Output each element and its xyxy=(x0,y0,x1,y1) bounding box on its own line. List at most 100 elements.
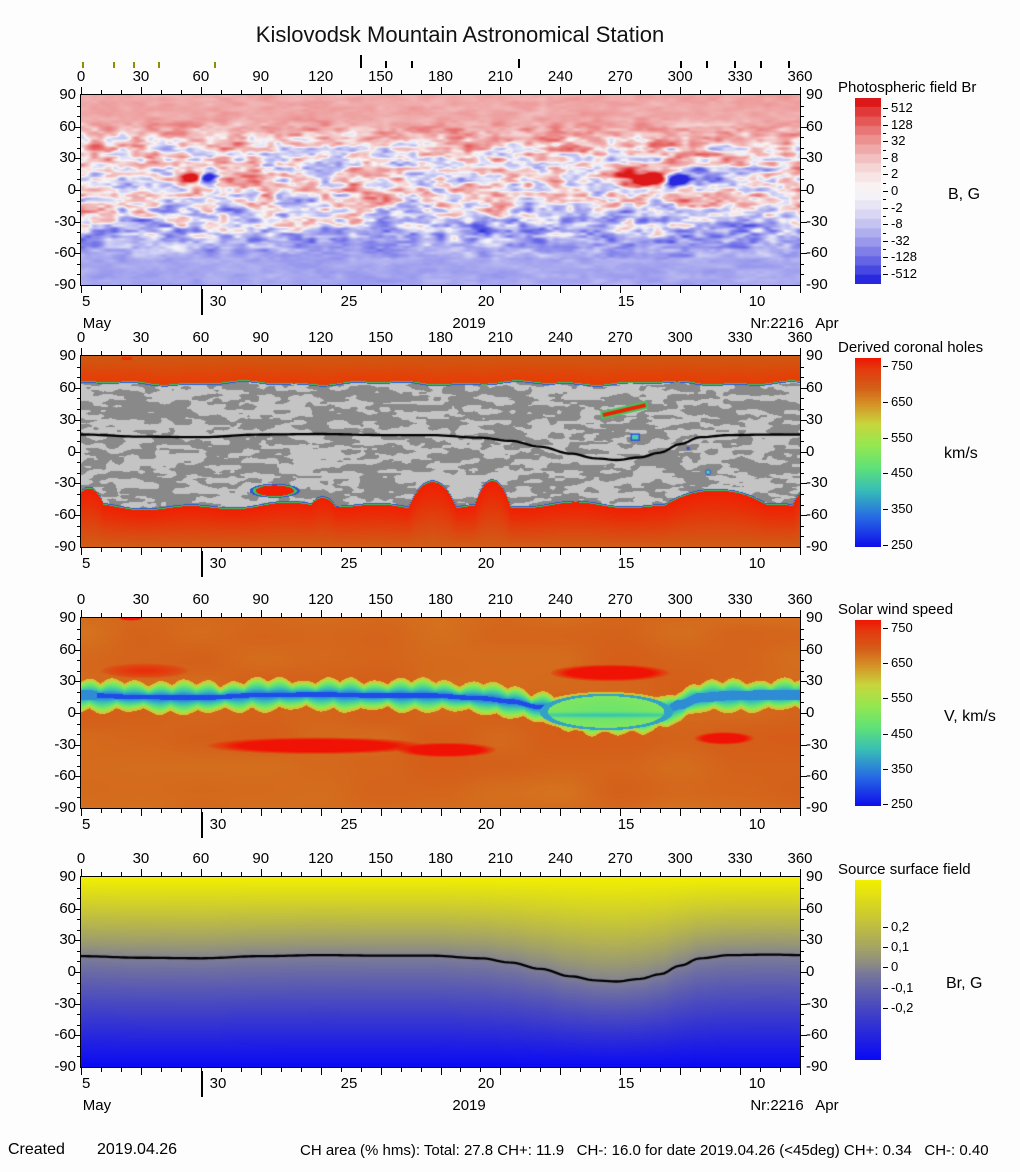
lon-tick xyxy=(201,348,202,355)
lat-tick xyxy=(77,536,80,537)
lat-tick xyxy=(801,983,804,984)
lon-tick xyxy=(261,869,262,876)
lon-tick xyxy=(500,869,501,876)
lat-tick xyxy=(801,639,804,640)
lon-tick xyxy=(161,809,162,813)
photospheric-colorbar xyxy=(855,98,881,284)
lon-tick xyxy=(341,872,342,876)
date-tick-label: 25 xyxy=(340,816,358,833)
lon-tick xyxy=(640,90,641,94)
lon-tick xyxy=(800,610,801,617)
lon-tick xyxy=(321,87,322,94)
lat-tick-label-right: 90 xyxy=(806,609,823,626)
lon-tick xyxy=(800,869,801,876)
lon-tick xyxy=(560,87,561,94)
lon-tick xyxy=(800,286,801,293)
lon-tick xyxy=(680,548,681,555)
lon-tick xyxy=(121,809,122,813)
date-tick-label: 5 xyxy=(82,555,91,572)
lon-tick xyxy=(401,548,402,552)
lat-tick-label-right: -60 xyxy=(806,506,828,524)
date-sub-label: 2019 xyxy=(452,315,486,332)
colorbar-tick xyxy=(883,241,888,242)
lat-tick xyxy=(77,930,80,931)
lat-tick xyxy=(801,211,804,212)
lon-tick xyxy=(101,613,102,617)
colorbar-tick xyxy=(883,174,888,175)
lon-tick xyxy=(141,869,142,876)
lon-tick-label: 240 xyxy=(547,850,573,867)
lat-tick xyxy=(801,441,804,442)
lon-tick xyxy=(281,872,282,876)
lat-tick xyxy=(77,1056,80,1057)
colorbar-tick xyxy=(883,108,888,109)
observation-tick-black xyxy=(760,61,762,68)
lat-tick xyxy=(801,745,807,746)
lat-tick-label-left: -60 xyxy=(54,244,76,262)
lon-tick xyxy=(321,809,322,816)
lon-tick-label: 210 xyxy=(487,591,513,608)
lat-tick xyxy=(74,745,80,746)
lon-tick xyxy=(221,548,222,552)
colorbar-tick-label: 250 xyxy=(891,537,913,552)
lon-tick xyxy=(281,90,282,94)
colorbar-tick-label: 0,2 xyxy=(891,918,910,934)
lon-tick xyxy=(201,869,202,876)
lat-tick xyxy=(77,505,80,506)
lon-tick xyxy=(401,1068,402,1072)
lon-tick xyxy=(81,1068,82,1075)
lon-tick xyxy=(401,613,402,617)
colorbar-minor-tick xyxy=(883,199,886,200)
lon-tick xyxy=(421,1068,422,1072)
lat-tick-label-right: -90 xyxy=(806,538,828,555)
date-tick-label: 15 xyxy=(617,1075,635,1092)
lon-tick xyxy=(680,87,681,94)
lon-tick xyxy=(421,351,422,355)
colorbar-tick xyxy=(883,366,888,367)
lon-tick xyxy=(720,809,721,813)
lat-tick xyxy=(801,776,807,777)
lat-tick xyxy=(801,1025,804,1026)
lon-tick xyxy=(600,613,601,617)
lon-tick-label: 360 xyxy=(787,68,813,85)
source-surface-map xyxy=(81,877,800,1067)
lon-tick xyxy=(600,1068,601,1072)
lon-tick xyxy=(261,348,262,355)
date-tick-label: 5 xyxy=(82,1075,91,1092)
lat-tick xyxy=(77,951,80,952)
wind-speed-map xyxy=(81,618,800,808)
colorbar-tick-label: 0,1 xyxy=(891,938,910,954)
lon-tick xyxy=(261,809,262,816)
lon-tick xyxy=(480,90,481,94)
lat-tick xyxy=(74,127,80,128)
lon-tick xyxy=(361,286,362,290)
lon-tick xyxy=(161,286,162,290)
lon-tick xyxy=(421,872,422,876)
lat-tick xyxy=(801,993,804,994)
lat-tick xyxy=(77,377,80,378)
lon-tick xyxy=(640,1068,641,1072)
lon-tick xyxy=(121,90,122,94)
lon-tick xyxy=(680,348,681,355)
colorbar-tick-label: 128 xyxy=(891,116,913,132)
lon-tick xyxy=(301,90,302,94)
lon-tick xyxy=(500,809,501,816)
colorbar-tick xyxy=(883,545,888,546)
lon-tick xyxy=(540,548,541,552)
lat-tick-label-left: 30 xyxy=(59,931,76,949)
lon-tick xyxy=(341,548,342,552)
lon-tick xyxy=(261,286,262,293)
lat-tick xyxy=(801,377,804,378)
lon-tick xyxy=(740,286,741,293)
lon-tick xyxy=(680,809,681,816)
lon-tick xyxy=(441,87,442,94)
lon-tick xyxy=(720,90,721,94)
lat-tick-label-left: -60 xyxy=(54,1026,76,1044)
lon-tick-label: 120 xyxy=(308,850,334,867)
lon-tick xyxy=(381,548,382,555)
colorbar-tick-label: 0 xyxy=(891,183,899,198)
panel-frame-photospheric xyxy=(80,94,801,286)
lon-tick xyxy=(141,809,142,816)
lon-tick xyxy=(680,286,681,293)
